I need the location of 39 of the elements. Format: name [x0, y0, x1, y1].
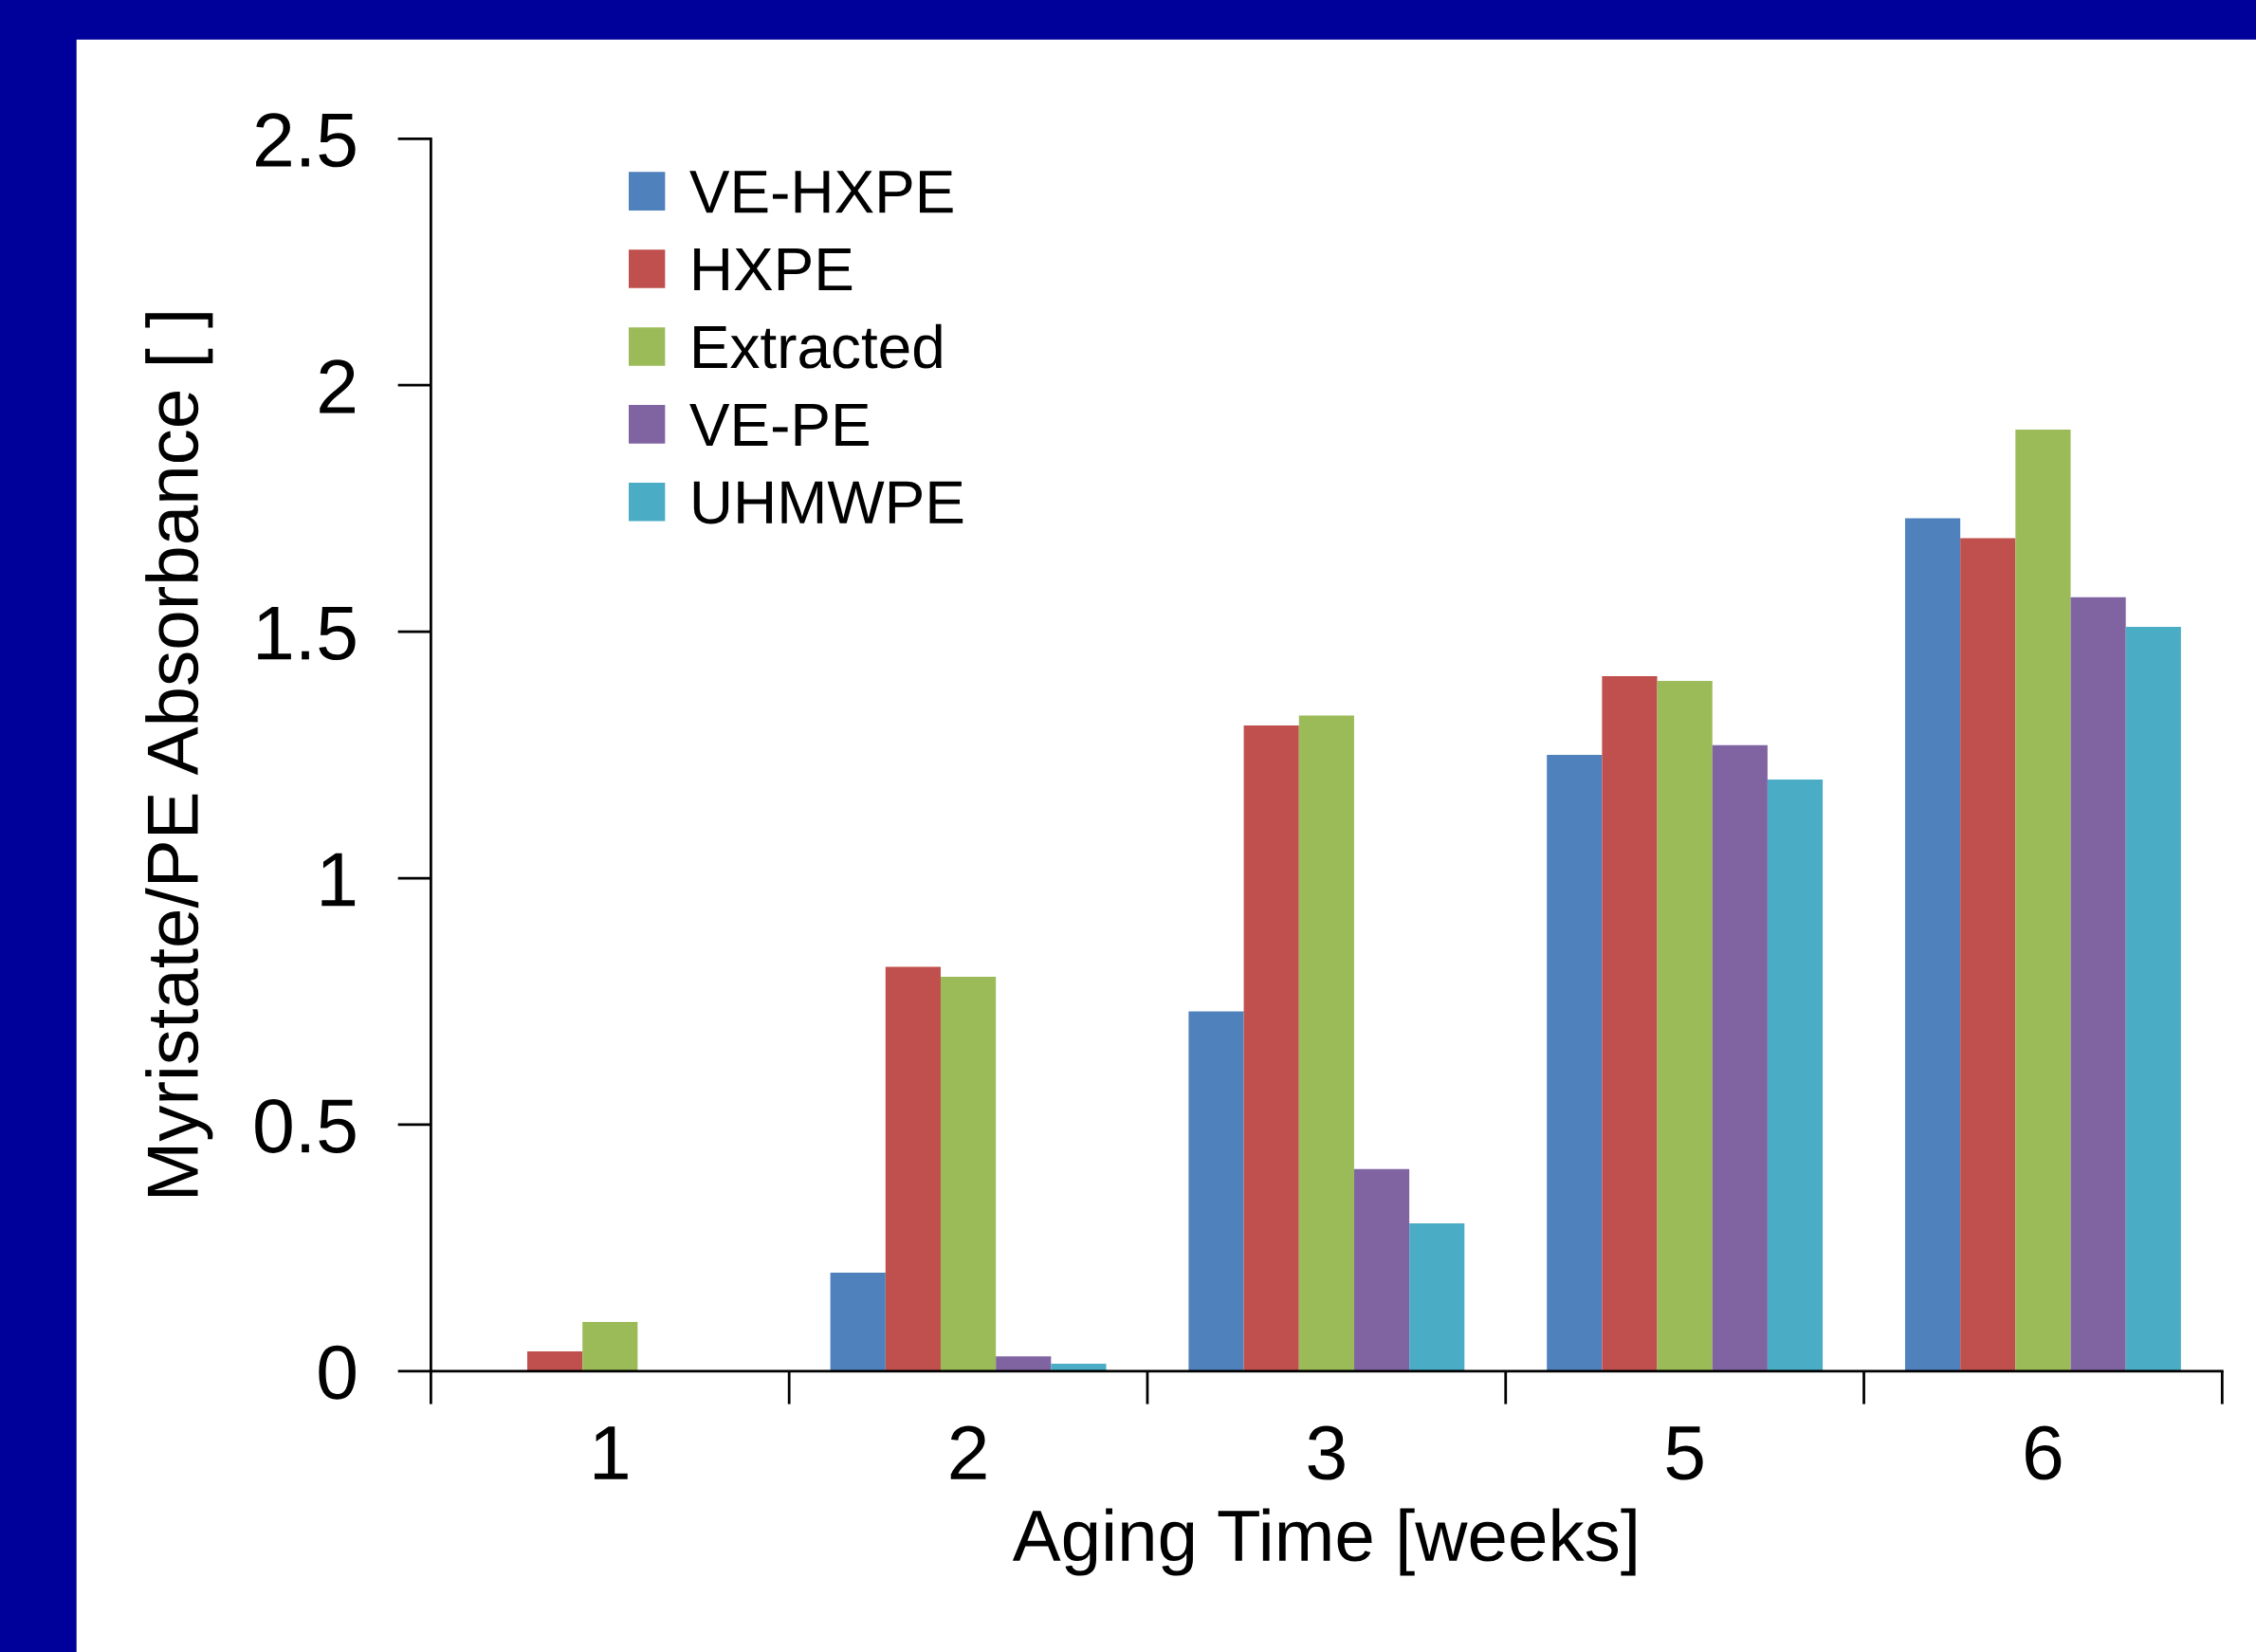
- bar: [1904, 518, 1961, 1371]
- bar: [1602, 675, 1658, 1371]
- legend-label: Extracted: [694, 323, 942, 369]
- x-tick-label: 1: [595, 1426, 628, 1479]
- bar: [1188, 1011, 1244, 1371]
- y-tick-label: 0: [319, 1345, 356, 1400]
- y-tick-label: 1.5: [258, 606, 356, 661]
- bar: [527, 1351, 583, 1371]
- legend-label: VE-PE: [689, 403, 869, 446]
- y-tick-label: 1: [321, 853, 356, 907]
- bar: [2070, 597, 2126, 1371]
- bar: [1960, 538, 2016, 1371]
- bar: [940, 977, 997, 1371]
- bar: [885, 966, 941, 1371]
- y-tick-label: 2: [320, 359, 355, 413]
- legend-label: VE-HXPE: [689, 171, 953, 213]
- bar: [1353, 1168, 1410, 1371]
- y-tick-label: 2.5: [256, 113, 356, 168]
- bar: [1243, 725, 1299, 1371]
- bar: [2125, 626, 2181, 1371]
- y-axis-title: Myristate/PE Absorbance [ ]: [145, 313, 213, 1197]
- bar: [830, 1272, 886, 1371]
- x-tick-label: 6: [2026, 1425, 2062, 1480]
- legend-label: UHMWPE: [693, 481, 963, 524]
- x-axis-title: Aging Time [weeks]: [1012, 1508, 1636, 1576]
- bar: [1712, 744, 1768, 1371]
- bar: [996, 1356, 1052, 1371]
- bar: [1657, 681, 1713, 1371]
- bar: [1767, 780, 1824, 1371]
- legend-label: HXPE: [694, 248, 853, 291]
- bar: [1409, 1222, 1465, 1371]
- x-tick-label: 3: [1308, 1425, 1345, 1480]
- bar: [1298, 715, 1354, 1371]
- y-tick-label: 0.5: [255, 1098, 356, 1153]
- bar: [2015, 430, 2071, 1371]
- x-tick-label: 5: [1666, 1426, 1703, 1480]
- bar: [582, 1321, 638, 1371]
- x-tick-label: 2: [950, 1425, 986, 1479]
- bar: [1547, 755, 1603, 1371]
